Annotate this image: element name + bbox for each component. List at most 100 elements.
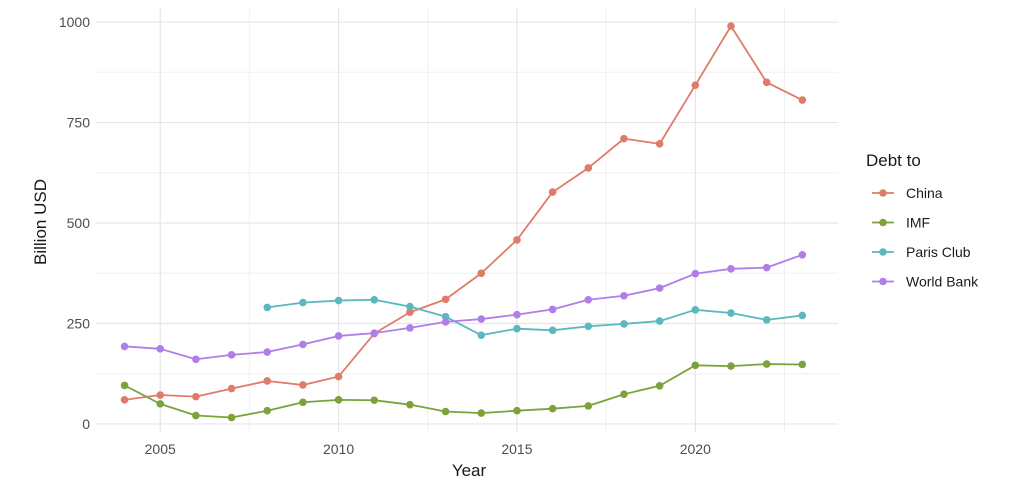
data-point-imf: [441, 407, 450, 416]
data-point-world-bank: [263, 348, 272, 356]
data-point-china: [798, 96, 807, 104]
data-point-world-bank: [762, 263, 771, 272]
legend-item-china: China: [872, 185, 943, 201]
x-tick-label: 2005: [145, 441, 176, 457]
data-point-china: [477, 269, 486, 278]
y-tick-label: 0: [82, 416, 90, 432]
data-point-imf: [227, 413, 236, 422]
legend-key-point-world-bank: [879, 277, 887, 286]
data-point-imf: [334, 396, 343, 404]
data-point-imf: [120, 381, 129, 390]
data-point-china: [334, 372, 343, 381]
legend-label-paris-club: Paris Club: [906, 244, 971, 260]
data-point-imf: [370, 396, 379, 405]
data-point-imf: [691, 361, 700, 370]
major-gridlines: [96, 8, 838, 432]
data-point-world-bank: [548, 305, 557, 314]
data-point-world-bank: [798, 250, 807, 259]
data-point-imf: [620, 390, 628, 399]
data-point-imf: [513, 406, 521, 415]
data-point-world-bank: [156, 345, 165, 353]
data-point-paris-club: [299, 298, 307, 307]
data-point-world-bank: [406, 324, 414, 332]
legend-key-point-china: [879, 189, 887, 197]
data-point-world-bank: [227, 351, 236, 359]
legend-item-imf: IMF: [872, 215, 930, 231]
data-point-paris-club: [406, 302, 414, 311]
data-point-imf: [548, 404, 557, 413]
x-tick-label: 2020: [680, 441, 711, 457]
data-point-world-bank: [513, 310, 521, 319]
legend: Debt to China IMF Paris Club World Bank: [866, 151, 979, 290]
data-point-imf: [655, 381, 664, 390]
data-point-imf: [477, 409, 486, 417]
data-point-world-bank: [584, 295, 593, 304]
x-tick-label: 2015: [501, 441, 532, 457]
y-axis-tick-labels: 0 250 500 750 1000: [59, 14, 90, 432]
data-point-paris-club: [620, 320, 628, 328]
data-point-imf: [156, 400, 165, 408]
data-point-world-bank: [299, 340, 307, 349]
data-point-china: [655, 140, 664, 148]
data-point-world-bank: [334, 332, 343, 340]
data-point-china: [192, 392, 200, 401]
data-point-paris-club: [477, 331, 486, 339]
y-axis-title: Billion USD: [31, 179, 50, 265]
legend-item-world-bank: World Bank: [872, 274, 979, 290]
data-point-china: [620, 134, 628, 143]
data-point-world-bank: [691, 269, 700, 278]
data-point-world-bank: [620, 291, 628, 300]
data-point-china: [156, 391, 165, 399]
y-tick-label: 250: [67, 315, 91, 331]
data-point-imf: [762, 360, 771, 368]
data-point-paris-club: [548, 326, 557, 335]
data-point-china: [727, 22, 735, 30]
data-point-china: [513, 236, 521, 244]
data-point-world-bank: [441, 318, 450, 326]
series-line-world-bank: [124, 253, 803, 361]
legend-key-point-imf: [879, 218, 887, 227]
data-point-paris-club: [798, 311, 807, 320]
data-point-imf: [192, 411, 200, 420]
legend-item-paris-club: Paris Club: [872, 244, 971, 260]
series-points: [120, 22, 807, 422]
data-point-imf: [406, 400, 414, 409]
data-point-world-bank: [370, 329, 379, 337]
legend-key-point-paris-club: [879, 248, 887, 256]
data-point-china: [263, 377, 272, 385]
data-point-china: [299, 381, 307, 389]
data-point-paris-club: [584, 322, 593, 331]
legend-label-world-bank: World Bank: [906, 274, 979, 290]
x-axis-tick-labels: 2005 2010 2015 2020: [145, 441, 711, 457]
data-point-china: [227, 384, 236, 393]
data-point-world-bank: [120, 342, 129, 351]
series-lines: [124, 25, 803, 419]
data-point-paris-club: [691, 306, 700, 314]
legend-label-china: China: [906, 185, 943, 201]
data-point-china: [548, 188, 557, 196]
data-point-world-bank: [477, 315, 486, 323]
data-point-imf: [727, 362, 735, 370]
x-axis-title: Year: [452, 461, 487, 480]
data-point-world-bank: [192, 355, 200, 364]
data-point-china: [584, 164, 593, 172]
legend-label-imf: IMF: [906, 215, 930, 231]
series-line-imf: [124, 363, 803, 419]
data-point-paris-club: [441, 312, 450, 321]
minor-gridlines: [96, 8, 838, 432]
data-point-china: [441, 295, 450, 304]
data-point-paris-club: [513, 324, 521, 333]
data-point-paris-club: [655, 317, 664, 325]
data-point-china: [120, 396, 129, 404]
y-tick-label: 500: [67, 215, 91, 231]
data-point-paris-club: [263, 303, 272, 312]
y-tick-label: 1000: [59, 14, 90, 30]
data-point-imf: [584, 402, 593, 410]
series-line-china: [124, 25, 803, 401]
data-point-imf: [299, 398, 307, 407]
x-tick-label: 2010: [323, 441, 354, 457]
legend-title: Debt to: [866, 151, 921, 170]
data-point-china: [406, 308, 414, 317]
data-point-world-bank: [655, 284, 664, 292]
